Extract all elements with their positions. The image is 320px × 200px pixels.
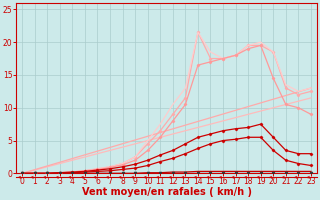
X-axis label: Vent moyen/en rafales ( km/h ): Vent moyen/en rafales ( km/h ) [82, 187, 252, 197]
